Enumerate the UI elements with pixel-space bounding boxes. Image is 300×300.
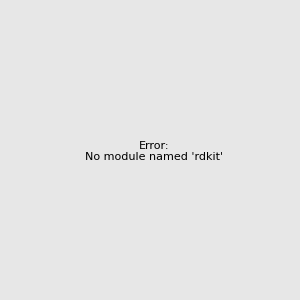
Text: Error:
No module named 'rdkit': Error: No module named 'rdkit' xyxy=(85,141,223,162)
